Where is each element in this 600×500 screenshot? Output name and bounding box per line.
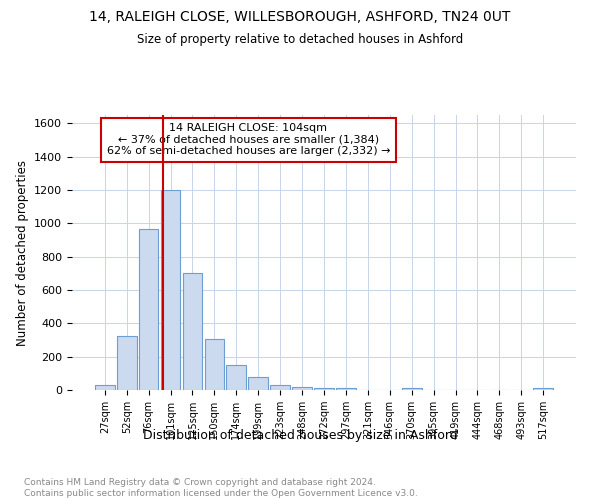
Bar <box>336 388 356 390</box>
Y-axis label: Number of detached properties: Number of detached properties <box>16 160 29 346</box>
Text: 14, RALEIGH CLOSE, WILLESBOROUGH, ASHFORD, TN24 0UT: 14, RALEIGH CLOSE, WILLESBOROUGH, ASHFOR… <box>89 10 511 24</box>
Bar <box>314 388 334 390</box>
Bar <box>270 386 290 390</box>
Text: Contains HM Land Registry data © Crown copyright and database right 2024.
Contai: Contains HM Land Registry data © Crown c… <box>24 478 418 498</box>
Bar <box>182 274 202 390</box>
Text: Distribution of detached houses by size in Ashford: Distribution of detached houses by size … <box>143 428 457 442</box>
Bar <box>139 229 158 390</box>
Bar <box>117 336 137 390</box>
Text: Size of property relative to detached houses in Ashford: Size of property relative to detached ho… <box>137 32 463 46</box>
Bar <box>161 190 181 390</box>
Bar <box>533 388 553 390</box>
Bar <box>226 365 246 390</box>
Bar <box>205 339 224 390</box>
Bar <box>402 388 422 390</box>
Bar <box>248 377 268 390</box>
Text: 14 RALEIGH CLOSE: 104sqm
← 37% of detached houses are smaller (1,384)
62% of sem: 14 RALEIGH CLOSE: 104sqm ← 37% of detach… <box>107 123 390 156</box>
Bar <box>292 387 312 390</box>
Bar <box>95 385 115 390</box>
